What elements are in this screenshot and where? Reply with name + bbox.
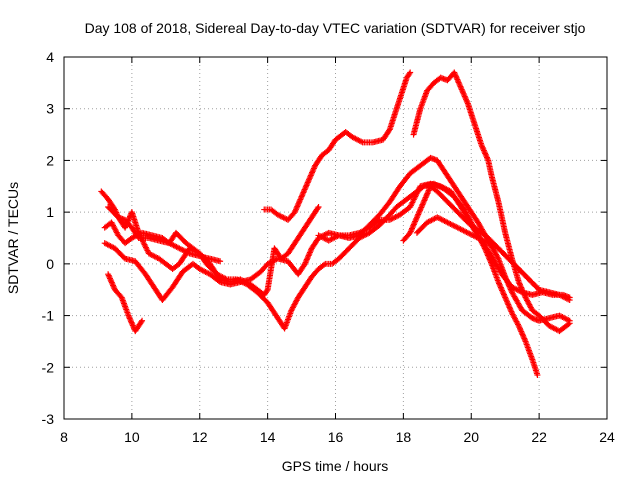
x-axis-label: GPS time / hours bbox=[282, 458, 389, 474]
chart-title: Day 108 of 2018, Sidereal Day-to-day VTE… bbox=[85, 20, 586, 36]
data-point bbox=[315, 203, 322, 210]
series-track-6 bbox=[410, 69, 573, 335]
data-point bbox=[407, 69, 414, 76]
data-point bbox=[406, 70, 413, 77]
series-track-7 bbox=[105, 271, 146, 335]
series-track-8 bbox=[98, 188, 224, 265]
data-point bbox=[138, 319, 145, 326]
data-point bbox=[139, 317, 146, 324]
data-point bbox=[320, 261, 327, 268]
x-tick-label: 12 bbox=[192, 429, 208, 445]
data-point bbox=[565, 321, 572, 328]
y-tick-label: -3 bbox=[42, 411, 55, 427]
series-track-10 bbox=[413, 214, 543, 293]
x-tick-label: 8 bbox=[60, 429, 68, 445]
x-tick-label: 22 bbox=[531, 429, 547, 445]
y-tick-label: -1 bbox=[42, 308, 55, 324]
y-tick-label: 3 bbox=[46, 101, 54, 117]
y-tick-labels: -3 -2 -1 0 1 2 3 4 bbox=[42, 49, 55, 427]
data-point bbox=[494, 254, 501, 261]
y-tick-label: 4 bbox=[46, 49, 54, 65]
data-points bbox=[98, 69, 573, 379]
axis-ticks bbox=[63, 56, 608, 420]
data-point bbox=[566, 294, 573, 301]
data-point bbox=[534, 285, 541, 292]
x-tick-label: 20 bbox=[463, 429, 479, 445]
y-tick-label: 1 bbox=[46, 204, 54, 220]
data-point bbox=[263, 288, 270, 295]
y-axis-label: SDTVAR / TECUs bbox=[5, 182, 21, 294]
x-tick-label: 16 bbox=[328, 429, 344, 445]
series-track-2 bbox=[105, 180, 541, 379]
data-point bbox=[217, 258, 224, 265]
data-point bbox=[534, 372, 541, 379]
data-point bbox=[215, 277, 222, 284]
x-tick-label: 10 bbox=[124, 429, 140, 445]
y-tick-label: 2 bbox=[46, 152, 54, 168]
data-point bbox=[566, 320, 573, 327]
data-point bbox=[536, 286, 543, 293]
series-track-4 bbox=[261, 69, 414, 223]
x-tick-labels: 8 10 12 14 16 18 20 22 24 bbox=[60, 429, 615, 445]
y-tick-label: 0 bbox=[46, 256, 54, 272]
x-tick-label: 14 bbox=[260, 429, 276, 445]
x-tick-label: 24 bbox=[599, 429, 615, 445]
series-track-9 bbox=[315, 180, 573, 301]
x-tick-label: 18 bbox=[396, 429, 412, 445]
data-point bbox=[314, 205, 321, 212]
y-tick-label: -2 bbox=[42, 359, 55, 375]
data-point bbox=[375, 217, 382, 224]
data-point bbox=[385, 127, 392, 134]
